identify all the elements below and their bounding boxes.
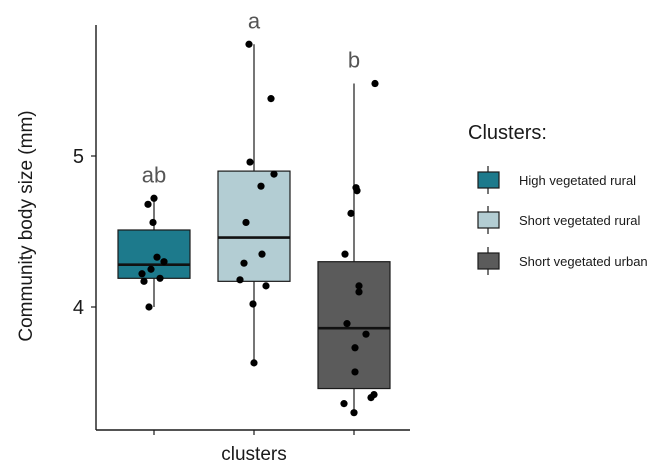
legend-item: Short vegetated rural	[477, 206, 641, 234]
data-point	[149, 218, 157, 227]
legend-label: High vegetated rural	[519, 173, 636, 188]
iqr-box	[217, 170, 291, 282]
x-axis-title: clusters	[221, 444, 286, 464]
legend: Clusters: High vegetated rural Short vege…	[468, 122, 648, 275]
data-point	[249, 300, 257, 308]
legend-label: Short vegetated rural	[519, 213, 641, 228]
data-point	[147, 265, 155, 273]
significance-letter: a	[248, 8, 261, 33]
data-point	[355, 288, 363, 296]
data-point	[367, 394, 375, 402]
box-group-1: ab	[117, 162, 191, 311]
data-point	[156, 274, 164, 282]
data-point	[242, 218, 250, 227]
box-group-2: a	[217, 8, 291, 367]
legend-key-box	[477, 171, 500, 189]
data-point	[353, 187, 361, 195]
data-point	[351, 344, 359, 352]
data-point	[347, 209, 355, 217]
data-point	[350, 409, 358, 417]
data-point	[341, 250, 349, 258]
box-group-3: b	[317, 48, 391, 417]
legend-key-box	[477, 252, 500, 270]
axes: 45	[73, 25, 410, 431]
legend-label: Short vegetated urban	[519, 254, 648, 269]
y-tick-label: 4	[73, 297, 84, 319]
legend-title: Clusters:	[468, 122, 547, 144]
iqr-box	[317, 261, 391, 390]
data-point	[362, 330, 370, 338]
data-point	[160, 258, 168, 266]
data-point	[245, 40, 253, 48]
data-point	[150, 194, 158, 202]
data-point	[250, 359, 258, 367]
data-point	[240, 259, 248, 267]
data-point	[351, 368, 359, 376]
data-point	[145, 303, 153, 311]
data-point	[153, 253, 161, 261]
legend-item: High vegetated rural	[477, 166, 636, 194]
significance-letter: ab	[142, 162, 166, 187]
data-point	[236, 276, 244, 284]
legend-key-box	[477, 211, 500, 229]
data-point	[140, 277, 148, 285]
y-tick-label: 5	[73, 146, 84, 168]
data-point	[144, 200, 152, 208]
data-point	[262, 282, 270, 290]
data-point	[138, 270, 146, 278]
data-point	[270, 170, 278, 178]
legend-item: Short vegetated urban	[477, 247, 648, 275]
data-point	[246, 158, 254, 166]
y-axis-title: Community body size (mm)	[16, 110, 37, 341]
data-point	[371, 79, 379, 88]
data-point	[267, 95, 275, 103]
data-point	[355, 282, 363, 290]
data-point	[343, 320, 351, 328]
significance-letter: b	[348, 48, 360, 73]
data-point	[257, 182, 265, 190]
data-point	[258, 250, 266, 258]
data-point	[340, 400, 348, 408]
